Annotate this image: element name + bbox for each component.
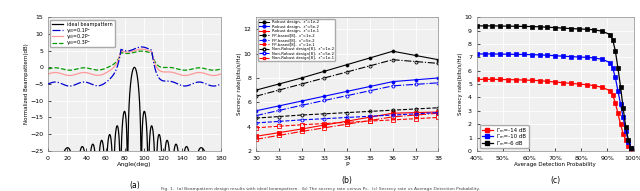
Legend: ideal beampattern, γ₀₀=0.1Pᴿ, γ₀₀=0.2Pᴿ, γ₀₀=0.3Pᴿ: ideal beampattern, γ₀₀=0.1Pᴿ, γ₀₀=0.2Pᴿ,… xyxy=(51,20,115,47)
X-axis label: Average Detection Probability: Average Detection Probability xyxy=(515,162,596,167)
Y-axis label: Normalized Beampattern(dB): Normalized Beampattern(dB) xyxy=(24,44,29,124)
Text: Fig. 1.  (a) Beampattern design results with ideal beampattern.  (b) The secrecy: Fig. 1. (a) Beampattern design results w… xyxy=(161,187,479,191)
Legend: Γₘ=-14 dB, Γₘ=-10 dB, Γₘ=-6 dB: Γₘ=-14 dB, Γₘ=-10 dB, Γₘ=-6 dB xyxy=(479,125,529,148)
Legend: Robust design,  ε²=1e-2, Robust design,  ε²=5e-2, Robust design,  ε²=1e-1, FP-ba: Robust design, ε²=1e-2, Robust design, ε… xyxy=(258,19,335,61)
X-axis label: Angle(deg): Angle(deg) xyxy=(117,162,152,167)
Title: (c): (c) xyxy=(550,176,560,185)
X-axis label: P: P xyxy=(346,162,349,167)
Y-axis label: Secrecy rate(bits/s/Hz): Secrecy rate(bits/s/Hz) xyxy=(458,53,463,115)
Title: (a): (a) xyxy=(129,181,140,190)
Title: (b): (b) xyxy=(342,176,353,185)
Y-axis label: Secrecy rate(bits/s/Hz): Secrecy rate(bits/s/Hz) xyxy=(237,53,242,115)
